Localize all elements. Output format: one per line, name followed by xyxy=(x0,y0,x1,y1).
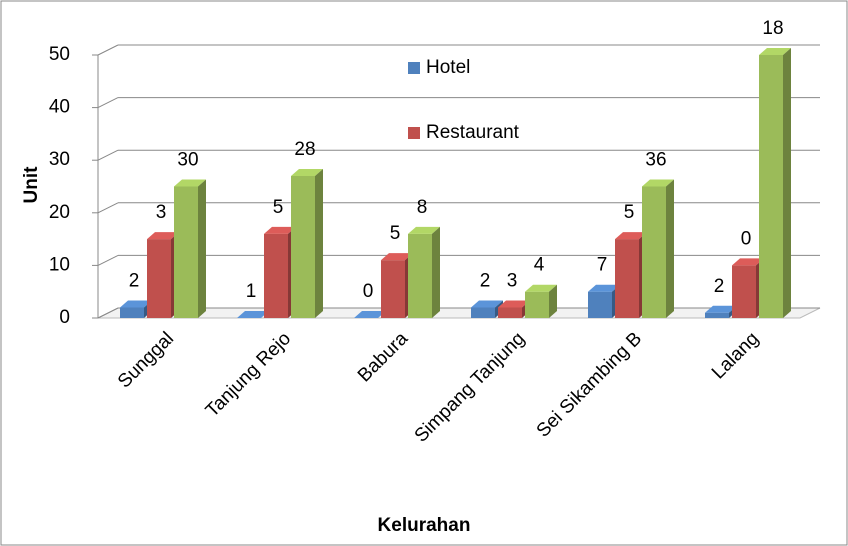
grid-line-side xyxy=(97,202,119,214)
y-tick-label: 30 xyxy=(49,149,70,170)
bar-top xyxy=(147,232,179,240)
bar xyxy=(588,291,612,318)
y-tick-label: 20 xyxy=(49,202,70,223)
legend-swatch xyxy=(408,62,420,74)
data-label: 5 xyxy=(273,197,284,218)
bar xyxy=(642,186,666,318)
bar-side xyxy=(549,284,557,318)
bar xyxy=(732,265,756,318)
data-label: 28 xyxy=(294,139,315,160)
data-label: 3 xyxy=(156,202,167,223)
bar-top xyxy=(408,226,440,234)
data-label: 2 xyxy=(480,270,491,291)
y-tick-label: 10 xyxy=(49,254,70,275)
grid-line-side xyxy=(97,307,119,319)
y-tick-label: 0 xyxy=(59,307,70,328)
data-label: 4 xyxy=(534,255,545,276)
bar-side xyxy=(432,226,440,318)
bar xyxy=(147,239,171,318)
data-label: 0 xyxy=(363,281,374,302)
data-label: 36 xyxy=(645,150,666,171)
bar xyxy=(120,307,144,318)
legend-label: Hotel xyxy=(426,57,470,78)
x-axis-title: Kelurahan xyxy=(378,515,471,536)
data-label: 18 xyxy=(762,18,783,39)
bar xyxy=(264,233,288,318)
grid-line-side xyxy=(97,97,119,109)
bar-top xyxy=(354,311,386,318)
bar xyxy=(705,312,729,318)
bar-top xyxy=(642,179,674,187)
bar-top xyxy=(525,284,557,292)
bar xyxy=(174,186,198,318)
bar xyxy=(381,260,405,318)
bar xyxy=(498,307,522,318)
bar-top xyxy=(264,226,296,234)
bar-top xyxy=(588,284,620,292)
data-label: 5 xyxy=(624,202,635,223)
grid-line-side xyxy=(97,254,119,266)
bar xyxy=(525,291,549,318)
bar-top xyxy=(291,168,323,176)
bar-top xyxy=(174,179,206,187)
data-label: 8 xyxy=(417,197,428,218)
bar-top xyxy=(237,311,269,318)
bar xyxy=(759,55,783,318)
legend-swatch xyxy=(408,127,420,139)
grid-line-side xyxy=(97,44,119,56)
y-tick-label: 50 xyxy=(49,44,70,65)
data-label: 5 xyxy=(390,223,401,244)
y-tick-label: 40 xyxy=(49,97,70,118)
data-label: 2 xyxy=(129,270,140,291)
bar-top xyxy=(498,300,530,308)
bar-top xyxy=(615,232,647,240)
bar-top xyxy=(120,300,152,308)
bar xyxy=(471,307,495,318)
data-label: 3 xyxy=(507,270,518,291)
bar-top xyxy=(732,258,764,266)
bar-top xyxy=(759,48,791,55)
data-label: 2 xyxy=(714,276,725,297)
bar-top xyxy=(471,300,503,308)
bar-top xyxy=(381,253,413,261)
data-label: 7 xyxy=(597,255,608,276)
y-axis-title: Unit xyxy=(21,166,42,204)
bar-side xyxy=(315,168,323,318)
data-label: 0 xyxy=(741,228,752,249)
data-label: 1 xyxy=(246,281,257,302)
bar-top xyxy=(705,305,737,313)
bar xyxy=(291,175,315,318)
data-label: 30 xyxy=(177,150,198,171)
bar xyxy=(615,239,639,318)
grid-line-side xyxy=(97,149,119,161)
bar-side xyxy=(783,48,791,318)
legend-label: Restaurant xyxy=(426,122,520,143)
bar xyxy=(408,233,432,318)
bar-side xyxy=(198,179,206,318)
bar-side xyxy=(666,179,674,318)
